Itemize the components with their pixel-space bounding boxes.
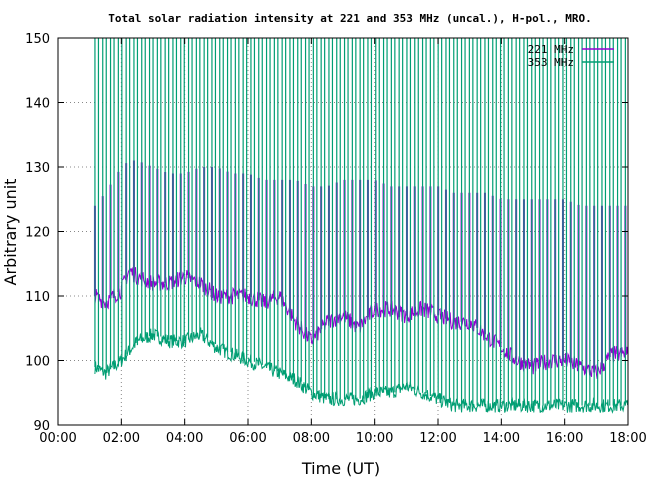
series-353-line	[94, 327, 628, 414]
x-tick-label: 16:00	[546, 431, 583, 446]
x-tick-label: 04:00	[166, 431, 203, 446]
y-tick-label: 130	[25, 161, 50, 176]
x-tick-label: 14:00	[483, 431, 520, 446]
y-tick-label: 120	[25, 226, 50, 241]
y-tick-label: 100	[25, 355, 50, 370]
chart-title: Total solar radiation intensity at 221 a…	[108, 12, 591, 25]
y-axis-label: Arbitrary unit	[1, 179, 20, 286]
x-tick-label: 12:00	[419, 431, 456, 446]
x-tick-label: 00:00	[39, 431, 76, 446]
y-tick-label: 150	[25, 32, 50, 47]
y-tick-label: 110	[25, 290, 50, 305]
plot-area	[93, 38, 628, 414]
legend-label: 221 MHz	[528, 43, 574, 56]
x-tick-label: 06:00	[229, 431, 266, 446]
y-tick-label: 90	[33, 419, 50, 434]
x-axis-label: Time (UT)	[301, 459, 380, 478]
x-tick-label: 02:00	[103, 431, 140, 446]
y-tick-label: 140	[25, 97, 50, 112]
x-tick-label: 08:00	[293, 431, 330, 446]
tick-labels: 00:00 02:00 04:00 06:00 08:00 10:00 12:00 14:00…	[25, 32, 647, 446]
x-tick-label: 10:00	[356, 431, 393, 446]
legend-label: 353 MHz	[528, 56, 574, 69]
x-tick-label: 18:00	[609, 431, 646, 446]
